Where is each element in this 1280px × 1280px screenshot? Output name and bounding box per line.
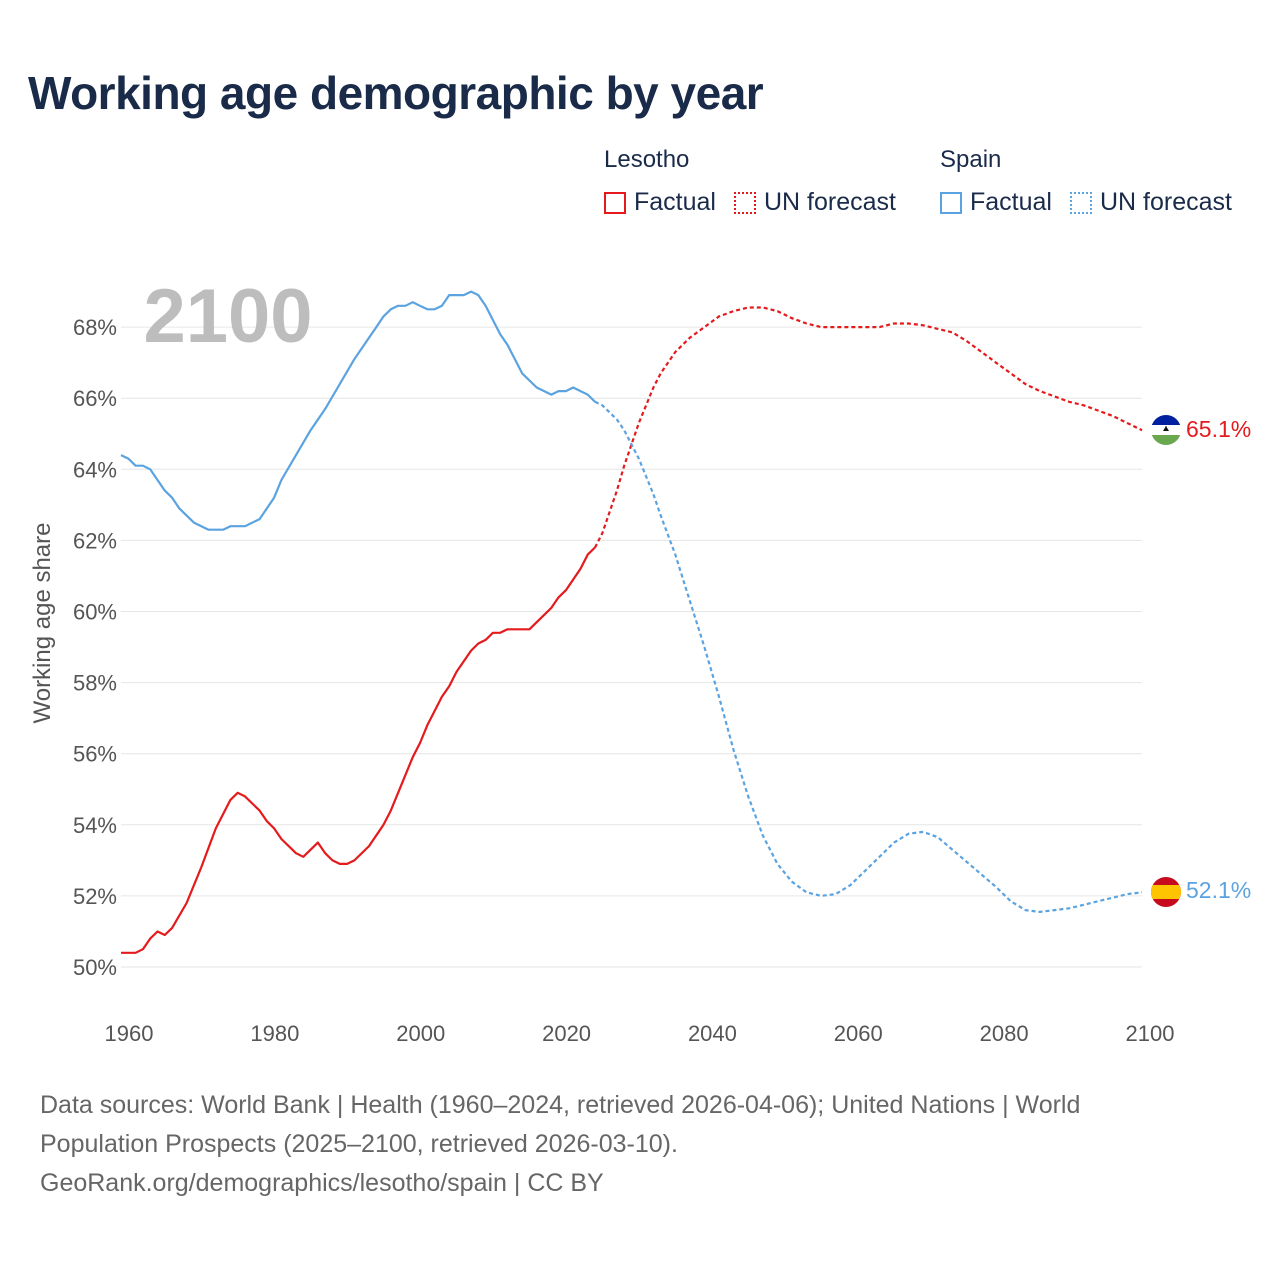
legend-spain: Spain Factual UN forecast <box>940 146 1242 217</box>
chart-title: Working age demographic by year <box>28 67 764 119</box>
y-tick-label: 60% <box>73 600 117 625</box>
spain-forecast-line <box>594 400 1143 914</box>
legend-spain-name: Spain <box>940 146 1002 173</box>
legend-swatch-dotted-icon <box>733 191 756 214</box>
y-tick-label: 50% <box>73 955 117 980</box>
y-axis-label: Working age share <box>29 523 56 724</box>
y-tick-label: 56% <box>73 742 117 767</box>
spain-end-label: 52.1% <box>1186 877 1251 903</box>
x-tick-label: 2040 <box>688 1021 737 1046</box>
legend-swatch-dotted-icon <box>1069 191 1092 214</box>
legend-spain-factual[interactable]: Factual <box>940 188 1052 217</box>
legend-lesotho: Lesotho Factual UN forecast <box>604 146 906 217</box>
x-tick-label: 1980 <box>250 1021 299 1046</box>
legend-lesotho-name: Lesotho <box>604 146 690 173</box>
legend-spain-forecast-label: UN forecast <box>1099 188 1232 216</box>
footer-line-1: Data sources: World Bank | Health (1960–… <box>40 1091 1081 1119</box>
lesotho-flag-icon <box>1151 415 1181 445</box>
legend-spain-factual-label: Factual <box>970 188 1052 216</box>
x-tick-label: 2080 <box>980 1021 1029 1046</box>
y-tick-label: 58% <box>73 671 117 696</box>
y-tick-label: 66% <box>73 386 117 411</box>
y-tick-label: 62% <box>73 528 117 553</box>
y-tick-label: 64% <box>73 457 117 482</box>
year-watermark: 2100 <box>143 274 312 359</box>
spain-factual-line <box>120 290 596 531</box>
legend-lesotho-forecast[interactable]: UN forecast <box>733 188 896 217</box>
line-chart: 50% 52% 54% 56% 58% 60% 62% 64% 66% 68% 1960 1980 20… <box>29 274 1251 1046</box>
x-tick-label: 2060 <box>834 1021 883 1046</box>
legend-swatch-solid-icon <box>604 191 626 214</box>
legend-spain-forecast[interactable]: UN forecast <box>1069 188 1232 217</box>
lesotho-end-label: 65.1% <box>1186 416 1251 442</box>
x-tick-label: 2100 <box>1126 1021 1175 1046</box>
y-tick-label: 54% <box>73 813 117 838</box>
footer-sources: Data sources: World Bank | Health (1960–… <box>40 1086 1240 1203</box>
x-tick-label: 2020 <box>542 1021 591 1046</box>
y-tick-label: 68% <box>73 315 117 340</box>
spain-flag-icon <box>1151 877 1181 907</box>
legend-lesotho-factual[interactable]: Factual <box>604 188 716 217</box>
lesotho-factual-line <box>121 546 596 954</box>
x-tick-label: 2000 <box>396 1021 445 1046</box>
legend-lesotho-factual-label: Factual <box>634 188 716 216</box>
footer-line-2: Population Prospects (2025–2100, retriev… <box>40 1130 678 1158</box>
legend-lesotho-forecast-label: UN forecast <box>763 188 896 216</box>
y-tick-label: 52% <box>73 884 117 909</box>
lesotho-forecast-line <box>594 306 1143 549</box>
x-tick-label: 1960 <box>105 1021 154 1046</box>
footer-line-3: GeoRank.org/demographics/lesotho/spain |… <box>40 1169 604 1197</box>
legend-swatch-solid-icon <box>940 191 962 214</box>
